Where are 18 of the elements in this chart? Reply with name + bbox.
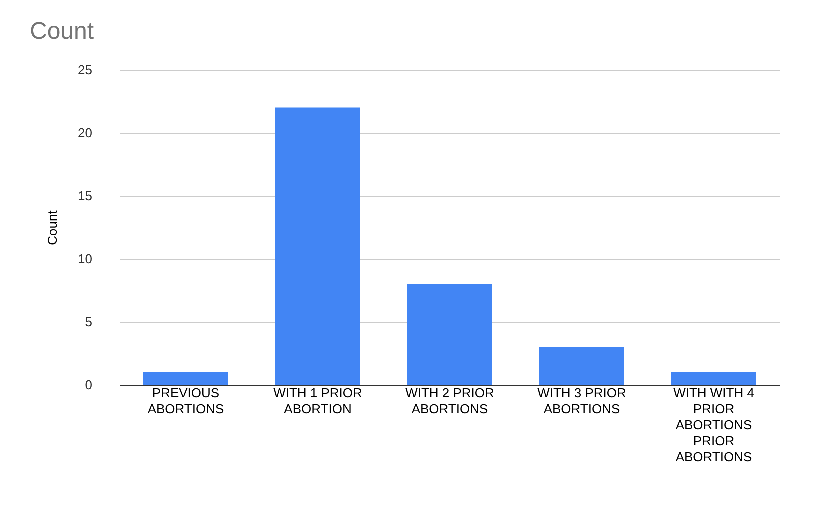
y-tick-label: 25 [78,62,92,78]
bar [276,108,360,385]
x-tick-label: WITH 2 PRIOR ABORTIONS [406,386,494,416]
y-tick-label: 5 [85,314,92,330]
bar [540,347,624,385]
x-tick-label: WITH 1 PRIOR ABORTION [274,386,362,416]
chart-title: Count [30,18,94,45]
bar [672,372,756,385]
bar [408,284,492,385]
y-tick-label: 0 [85,378,92,392]
y-tick-label: 15 [78,188,92,204]
bar [144,372,228,385]
x-tick-label: PREVIOUS ABORTIONS [148,386,224,416]
y-tick-label: 20 [78,126,92,140]
y-axis-title: Count [45,210,60,246]
x-tick-label: WITH 3 PRIOR ABORTIONS [538,386,626,416]
x-tick-label: WITH WITH 4 PRIOR ABORTIONS PRIOR ABORTIONS [674,386,754,464]
y-tick-label: 10 [78,252,92,266]
